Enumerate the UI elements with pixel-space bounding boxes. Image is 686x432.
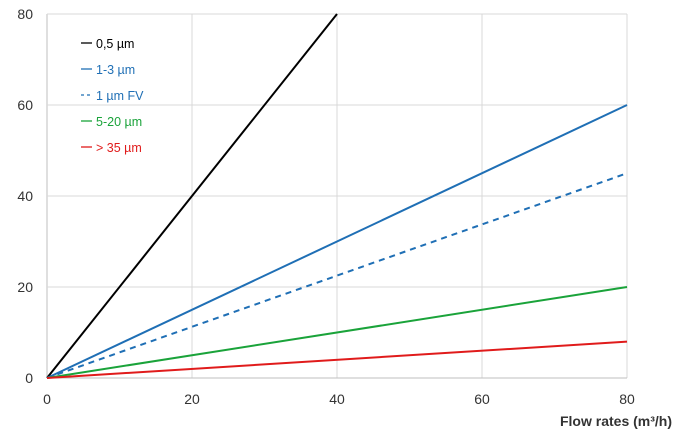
x-tick-labels: 0 20 40 60 80 [43, 391, 635, 407]
series-line [46, 13, 338, 379]
y-tick-label: 40 [17, 188, 33, 204]
series-line [46, 172, 628, 379]
x-tick-label: 0 [43, 391, 51, 407]
x-axis-label: Flow rates (m³/h) [560, 413, 672, 429]
x-tick-label: 20 [184, 391, 200, 407]
series-line [46, 104, 628, 379]
x-tick-label: 40 [329, 391, 345, 407]
series-line [46, 286, 628, 379]
y-tick-labels: 0 20 40 60 80 [17, 6, 33, 386]
legend-label: > 35 µm [96, 141, 142, 155]
y-tick-label: 80 [17, 6, 33, 22]
legend-label: 0,5 µm [96, 37, 134, 51]
x-tick-label: 80 [619, 391, 635, 407]
y-tick-label: 0 [25, 370, 33, 386]
y-tick-label: 60 [17, 97, 33, 113]
series-line [46, 340, 628, 379]
legend: 0,5 µm 1-3 µm 1 µm FV 5-20 µm > 35 µm [81, 37, 144, 155]
series-lines [46, 13, 628, 379]
legend-label: 1 µm FV [96, 89, 144, 103]
y-tick-label: 20 [17, 279, 33, 295]
legend-label: 5-20 µm [96, 115, 142, 129]
grid-lines [46, 13, 628, 379]
x-tick-label: 60 [474, 391, 490, 407]
legend-label: 1-3 µm [96, 63, 135, 77]
